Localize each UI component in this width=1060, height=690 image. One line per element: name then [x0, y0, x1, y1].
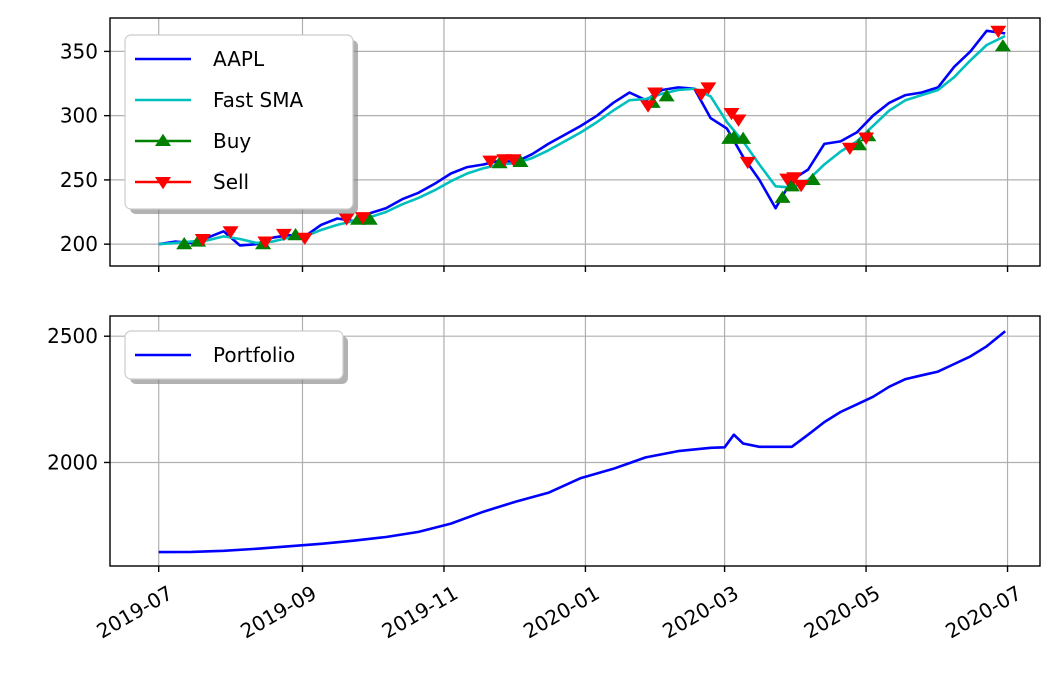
sell-marker [257, 236, 274, 249]
sell-marker [505, 154, 522, 167]
legend-marker [155, 133, 171, 147]
legend-box [124, 34, 354, 210]
buy-marker [361, 212, 378, 225]
legend: AAPL Fast SMA Buy Sell [124, 34, 358, 214]
price-panel: 200 250 300 350 AAPL Fast SMA Buy Sell [60, 17, 1041, 272]
legend-marker [155, 176, 171, 190]
buy-marker [804, 172, 821, 185]
legend-label: AAPL [213, 47, 265, 71]
buy-marker [735, 131, 752, 144]
y-tick-label: 2000 [47, 450, 98, 474]
sell-marker [693, 88, 710, 102]
sell-marker [354, 212, 371, 225]
buy-marker [994, 39, 1011, 52]
y-tick-label: 350 [60, 39, 98, 63]
legend-label: Sell [213, 170, 249, 194]
buy-marker [658, 89, 675, 102]
sell-marker [700, 82, 717, 95]
buy-marker [851, 138, 868, 151]
buy-marker [725, 130, 742, 143]
sell-marker [647, 87, 664, 100]
sell-marker [786, 172, 803, 185]
sell-marker [338, 213, 355, 226]
sell-marker [482, 155, 499, 168]
legend-label: Buy [213, 129, 251, 153]
y-tick-label: 300 [60, 104, 98, 128]
axes-frame [109, 17, 1041, 267]
sell-marker [723, 108, 740, 121]
sell-marker [275, 228, 292, 242]
sell-marker [990, 25, 1007, 39]
buy-marker [287, 227, 304, 241]
buy-marker [774, 190, 791, 203]
buy-marker [783, 179, 800, 192]
series-line-portfolio [158, 330, 1007, 554]
sell-marker [730, 114, 747, 127]
buy-marker [176, 236, 193, 250]
sell-marker [841, 142, 858, 155]
sell-marker [793, 180, 810, 193]
sell-marker [739, 156, 756, 170]
y-tick-label: 250 [60, 168, 98, 192]
sell-marker [640, 100, 657, 113]
legend-box [124, 330, 344, 380]
buy-marker [512, 154, 529, 167]
legend-label: Fast SMA [213, 88, 303, 112]
sell-marker [222, 226, 239, 239]
y-tick-label: 2500 [47, 324, 98, 348]
y-tick-label: 200 [60, 232, 98, 256]
axes-frame [109, 315, 1041, 567]
sell-marker [858, 132, 875, 145]
legend-label: Portfolio [213, 343, 295, 367]
sell-marker [296, 232, 313, 245]
sell-marker [194, 233, 211, 247]
legend: Portfolio [124, 330, 348, 384]
